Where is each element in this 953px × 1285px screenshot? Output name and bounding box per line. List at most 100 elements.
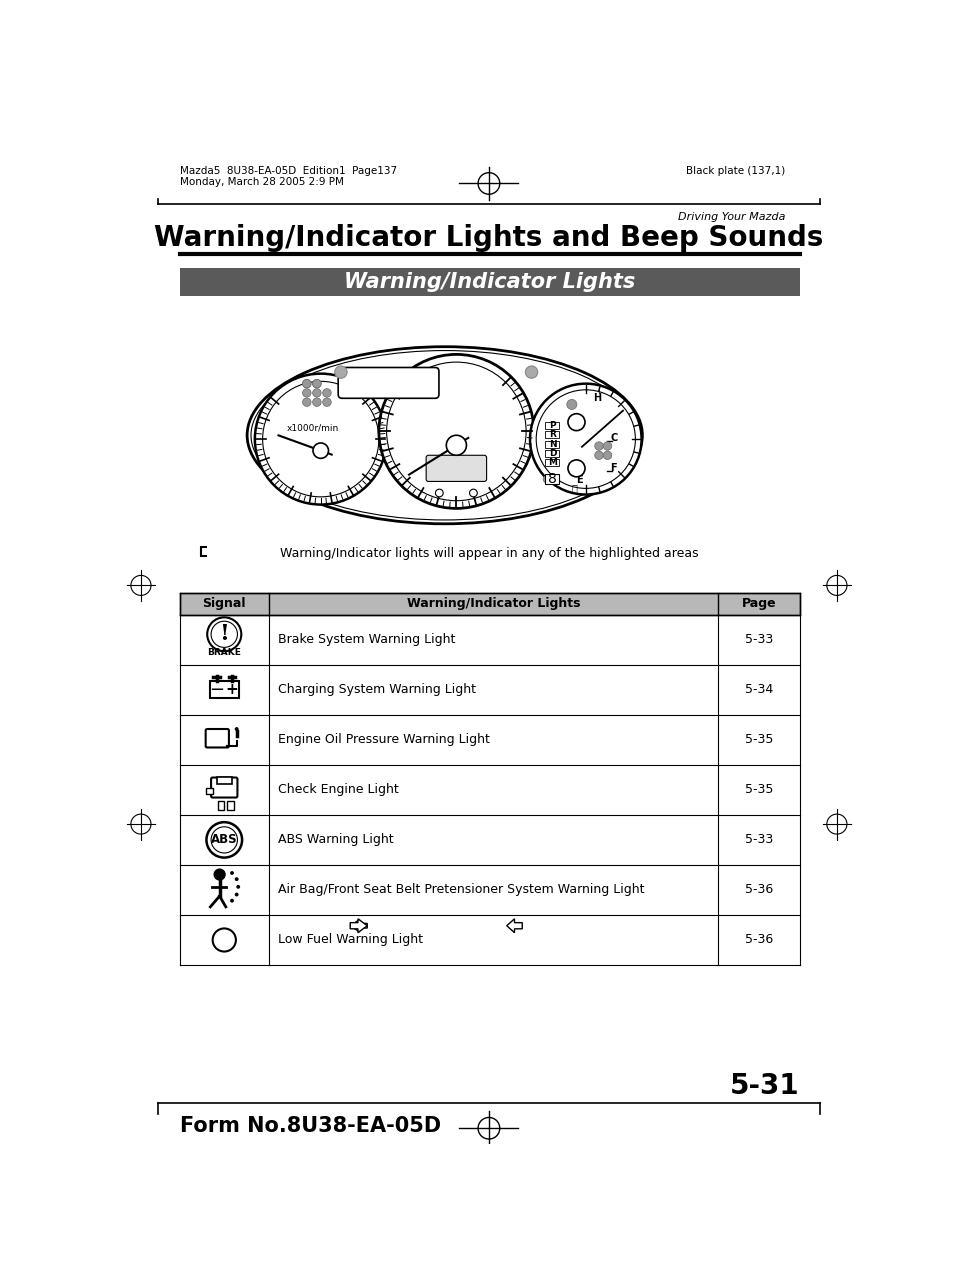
FancyBboxPatch shape: [206, 729, 229, 748]
Polygon shape: [506, 919, 521, 933]
Text: D: D: [548, 448, 556, 457]
Text: P: P: [549, 421, 556, 430]
Text: 8: 8: [547, 472, 557, 486]
FancyBboxPatch shape: [545, 432, 558, 438]
FancyBboxPatch shape: [545, 474, 558, 483]
Text: Air Bag/Front Seat Belt Pretensioner System Warning Light: Air Bag/Front Seat Belt Pretensioner Sys…: [278, 883, 644, 897]
Text: Warning/Indicator Lights and Beep Sounds: Warning/Indicator Lights and Beep Sounds: [154, 224, 822, 252]
Circle shape: [525, 366, 537, 378]
FancyBboxPatch shape: [211, 777, 237, 798]
Text: 5-36: 5-36: [744, 883, 772, 897]
Text: 5-35: 5-35: [744, 784, 772, 797]
Circle shape: [234, 893, 238, 897]
FancyBboxPatch shape: [426, 455, 486, 482]
Text: Page: Page: [740, 598, 776, 610]
Text: x1000r/min: x1000r/min: [287, 423, 338, 432]
Text: F: F: [610, 464, 617, 473]
FancyBboxPatch shape: [545, 450, 558, 456]
Text: Low Fuel Warning Light: Low Fuel Warning Light: [278, 933, 423, 947]
Text: H: H: [593, 393, 600, 402]
Text: Signal: Signal: [202, 598, 246, 610]
Circle shape: [313, 443, 328, 459]
Bar: [179, 614, 799, 664]
Polygon shape: [350, 919, 367, 933]
Text: Black plate (137,1): Black plate (137,1): [686, 166, 785, 176]
FancyBboxPatch shape: [337, 368, 438, 398]
Circle shape: [530, 384, 641, 495]
FancyBboxPatch shape: [545, 459, 558, 466]
Text: Check Engine Light: Check Engine Light: [278, 784, 398, 797]
Text: −: −: [209, 681, 224, 699]
Circle shape: [234, 727, 238, 731]
Text: 5-33: 5-33: [744, 834, 772, 847]
Text: Mazda5  8U38-EA-05D  Edition1  Page137
Monday, March 28 2005 2:9 PM: Mazda5 8U38-EA-05D Edition1 Page137 Mond…: [179, 166, 396, 188]
Circle shape: [302, 379, 311, 388]
Circle shape: [594, 442, 602, 450]
Text: Warning/Indicator Lights: Warning/Indicator Lights: [406, 598, 579, 610]
Circle shape: [214, 869, 225, 880]
Text: 5-35: 5-35: [744, 734, 772, 747]
FancyBboxPatch shape: [545, 423, 558, 429]
Text: Brake System Warning Light: Brake System Warning Light: [278, 634, 455, 646]
Text: 5-33: 5-33: [744, 634, 772, 646]
Circle shape: [322, 398, 331, 406]
Polygon shape: [350, 920, 367, 932]
Circle shape: [335, 366, 347, 378]
Circle shape: [313, 388, 321, 397]
Circle shape: [602, 442, 611, 450]
Text: I: I: [597, 388, 598, 397]
FancyBboxPatch shape: [545, 441, 558, 447]
Text: 5-31: 5-31: [729, 1072, 799, 1100]
Text: R: R: [549, 430, 556, 439]
Circle shape: [435, 490, 443, 497]
Circle shape: [230, 898, 233, 902]
Text: Warning/Indicator Lights: Warning/Indicator Lights: [344, 272, 635, 292]
Text: C: C: [609, 433, 617, 442]
Text: 5-34: 5-34: [744, 684, 772, 696]
Bar: [218, 801, 224, 810]
Text: M: M: [547, 457, 557, 466]
Text: N: N: [548, 439, 556, 448]
Circle shape: [254, 374, 386, 505]
Bar: [179, 664, 799, 714]
Circle shape: [302, 398, 311, 406]
Text: Form No.8U38-EA-05D: Form No.8U38-EA-05D: [179, 1115, 440, 1136]
Ellipse shape: [247, 347, 641, 524]
Circle shape: [302, 379, 311, 388]
Text: Driving Your Mazda: Driving Your Mazda: [678, 212, 785, 222]
Bar: [179, 594, 799, 614]
Circle shape: [302, 388, 311, 397]
Circle shape: [446, 436, 466, 455]
Text: Warning/Indicator lights will appear in any of the highlighted areas: Warning/Indicator lights will appear in …: [279, 547, 698, 560]
Bar: [179, 714, 799, 765]
Bar: [179, 865, 799, 915]
Text: ⛽: ⛽: [571, 483, 577, 493]
Circle shape: [313, 379, 321, 388]
Circle shape: [236, 885, 240, 889]
Circle shape: [469, 490, 476, 497]
Bar: [227, 801, 233, 810]
Circle shape: [566, 400, 577, 410]
Circle shape: [567, 414, 584, 430]
Text: +: +: [226, 682, 238, 698]
Text: BRAKE: BRAKE: [207, 648, 241, 657]
Bar: [179, 765, 799, 815]
Text: Charging System Warning Light: Charging System Warning Light: [278, 684, 476, 696]
Bar: [210, 681, 239, 698]
Circle shape: [313, 379, 321, 388]
Text: 5-36: 5-36: [744, 933, 772, 947]
Circle shape: [378, 355, 534, 509]
Bar: [179, 269, 799, 296]
Text: E: E: [576, 475, 582, 484]
Bar: [179, 915, 799, 965]
Circle shape: [594, 451, 602, 460]
Text: !: !: [219, 623, 229, 645]
Bar: [206, 788, 213, 794]
Text: ABS: ABS: [211, 834, 237, 847]
Circle shape: [230, 871, 233, 875]
Circle shape: [602, 451, 611, 460]
Bar: [216, 776, 232, 784]
Circle shape: [322, 388, 331, 397]
Circle shape: [567, 460, 584, 477]
Text: Engine Oil Pressure Warning Light: Engine Oil Pressure Warning Light: [278, 734, 490, 747]
